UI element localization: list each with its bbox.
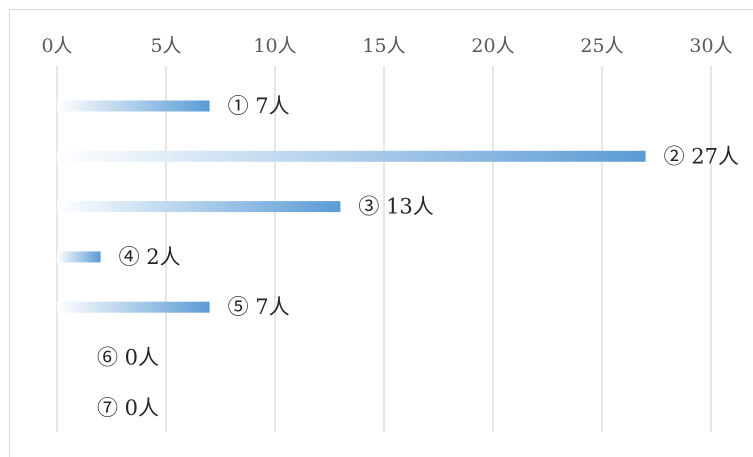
data-label-7: ⑦ 0人 <box>97 396 159 420</box>
x-tick-label-25: 25人 <box>580 35 623 57</box>
data-label-3: ③ 13人 <box>358 195 433 219</box>
bars <box>57 100 646 313</box>
data-label-1: ① 7人 <box>228 94 290 118</box>
data-label-4: ④ 2人 <box>119 245 181 269</box>
x-tick-label-10: 10人 <box>253 35 296 57</box>
data-labels: ① 7人 ② 27人 ③ 13人 ④ 2人 ⑤ 7人 ⑥ 0人 ⑦ 0人 <box>97 94 739 420</box>
data-label-5: ⑤ 7人 <box>228 295 290 319</box>
bar-3 <box>57 201 341 213</box>
x-tick-label-5: 5人 <box>150 35 181 57</box>
data-label-6: ⑥ 0人 <box>97 346 159 370</box>
x-tick-label-0: 0人 <box>41 35 72 57</box>
x-tick-label-20: 20人 <box>471 35 514 57</box>
bar-2 <box>57 150 646 162</box>
chart-area <box>9 9 753 457</box>
bar-1 <box>57 100 210 112</box>
x-tick-label-15: 15人 <box>362 35 405 57</box>
data-label-2: ② 27人 <box>664 144 739 168</box>
gridlines <box>56 66 712 432</box>
x-axis-tick-labels: 0人 5人 10人 15人 20人 25人 30人 <box>41 35 732 57</box>
bar-4 <box>57 251 101 263</box>
x-tick-label-30: 30人 <box>689 35 732 57</box>
bar-5 <box>57 301 210 313</box>
